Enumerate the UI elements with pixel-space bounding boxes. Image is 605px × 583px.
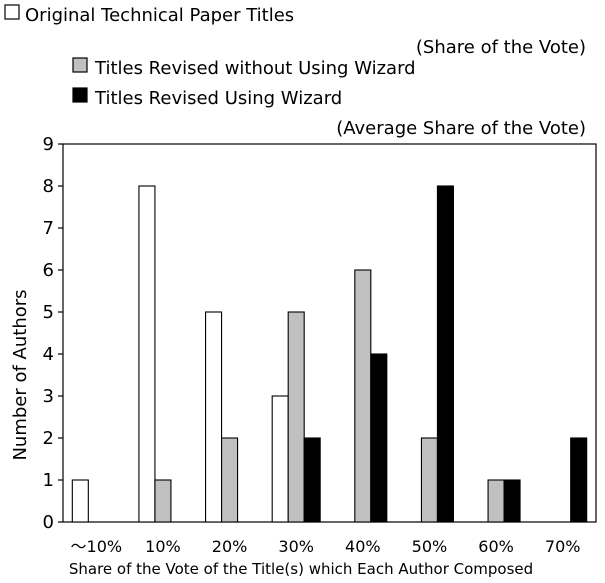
x-tick-label: 50%	[412, 537, 448, 556]
y-tick-label: 1	[43, 470, 54, 491]
bar-series-2	[487, 479, 505, 523]
legend-swatch	[72, 57, 88, 73]
bar-series-3	[503, 479, 521, 523]
x-tick-labels: ～10% 10% 20% 30% 40% 50% 60% 70%	[71, 537, 581, 556]
bar-series-1	[71, 479, 89, 523]
x-tick-label: 30%	[278, 537, 314, 556]
x-tick-label: 40%	[345, 537, 381, 556]
bar-series-1	[271, 395, 289, 523]
y-tick-label: 3	[43, 386, 54, 407]
bar-series-1	[205, 311, 223, 523]
y-tick-label: 6	[43, 260, 54, 281]
legend-note: (Share of the Vote)	[416, 37, 586, 58]
bar-series-3	[436, 185, 454, 523]
x-tick-label: 70%	[545, 537, 581, 556]
bars	[71, 185, 588, 523]
legend-label: Titles Revised Using Wizard	[94, 88, 342, 109]
axis-ticks	[58, 143, 63, 523]
x-tick-label: ～10%	[71, 537, 123, 556]
legend-label: Original Technical Paper Titles	[25, 5, 294, 26]
y-tick-label: 9	[43, 134, 54, 155]
bar-series-2	[221, 437, 239, 523]
y-tick-label: 4	[43, 344, 54, 365]
x-axis-label: Share of the Vote of the Title(s) which …	[69, 560, 533, 578]
legend: Original Technical Paper Titles (Share of…	[4, 4, 586, 139]
bar-series-2	[420, 437, 438, 523]
legend-label: Titles Revised without Using Wizard	[94, 58, 416, 79]
bar-series-3	[570, 437, 588, 523]
bar-series-1	[138, 185, 156, 523]
bar-series-2	[354, 269, 372, 523]
legend-swatch	[72, 87, 88, 103]
bar-series-2	[154, 479, 172, 523]
legend-note: (Average Share of the Vote)	[336, 118, 586, 139]
y-tick-label: 7	[43, 218, 54, 239]
y-tick-label: 8	[43, 176, 54, 197]
x-tick-label: 10%	[145, 537, 181, 556]
y-tick-label: 0	[43, 512, 54, 533]
y-tick-labels: 0 1 2 3 4 5 6 7 8 9	[43, 134, 54, 533]
y-axis-label: Number of Authors	[10, 289, 31, 460]
y-tick-label: 2	[43, 428, 54, 449]
y-tick-label: 5	[43, 302, 54, 323]
bar-series-3	[370, 353, 388, 523]
legend-swatch	[4, 4, 20, 20]
bar-series-3	[303, 437, 321, 523]
x-tick-label: 20%	[212, 537, 248, 556]
x-tick-label: 60%	[478, 537, 514, 556]
bar-series-2	[287, 311, 305, 523]
